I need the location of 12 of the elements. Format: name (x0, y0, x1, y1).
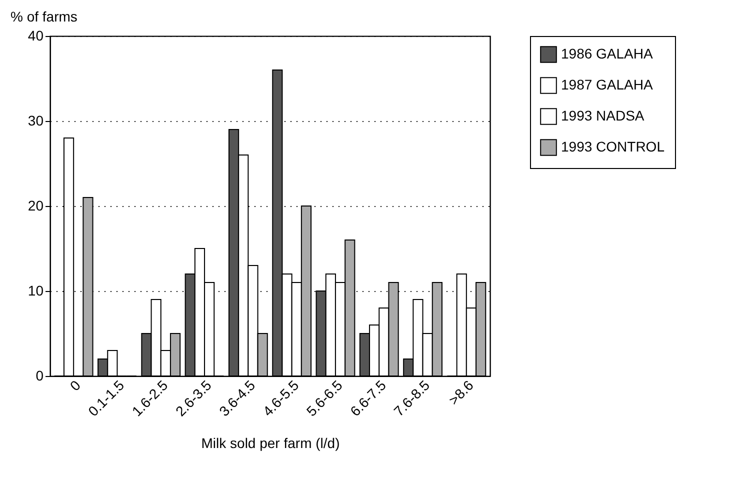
legend-label: 1993 NADSA (561, 108, 645, 124)
y-tick-label: 40 (28, 28, 44, 44)
y-tick-label: 30 (28, 112, 44, 128)
x-tick-label: >8.6 (445, 376, 476, 408)
x-axis-title: Milk sold per farm (l/d) (201, 435, 340, 452)
y-tick-label: 20 (28, 198, 44, 214)
y-axis-title: % of farms (10, 8, 78, 24)
legend-label: 1993 CONTROL (561, 138, 665, 154)
legend-label: 1987 GALAHA (561, 76, 654, 92)
y-tick-label: 10 (28, 282, 44, 298)
x-tick-label: 0 (66, 376, 84, 394)
legend-label: 1986 GALAHA (561, 46, 654, 62)
